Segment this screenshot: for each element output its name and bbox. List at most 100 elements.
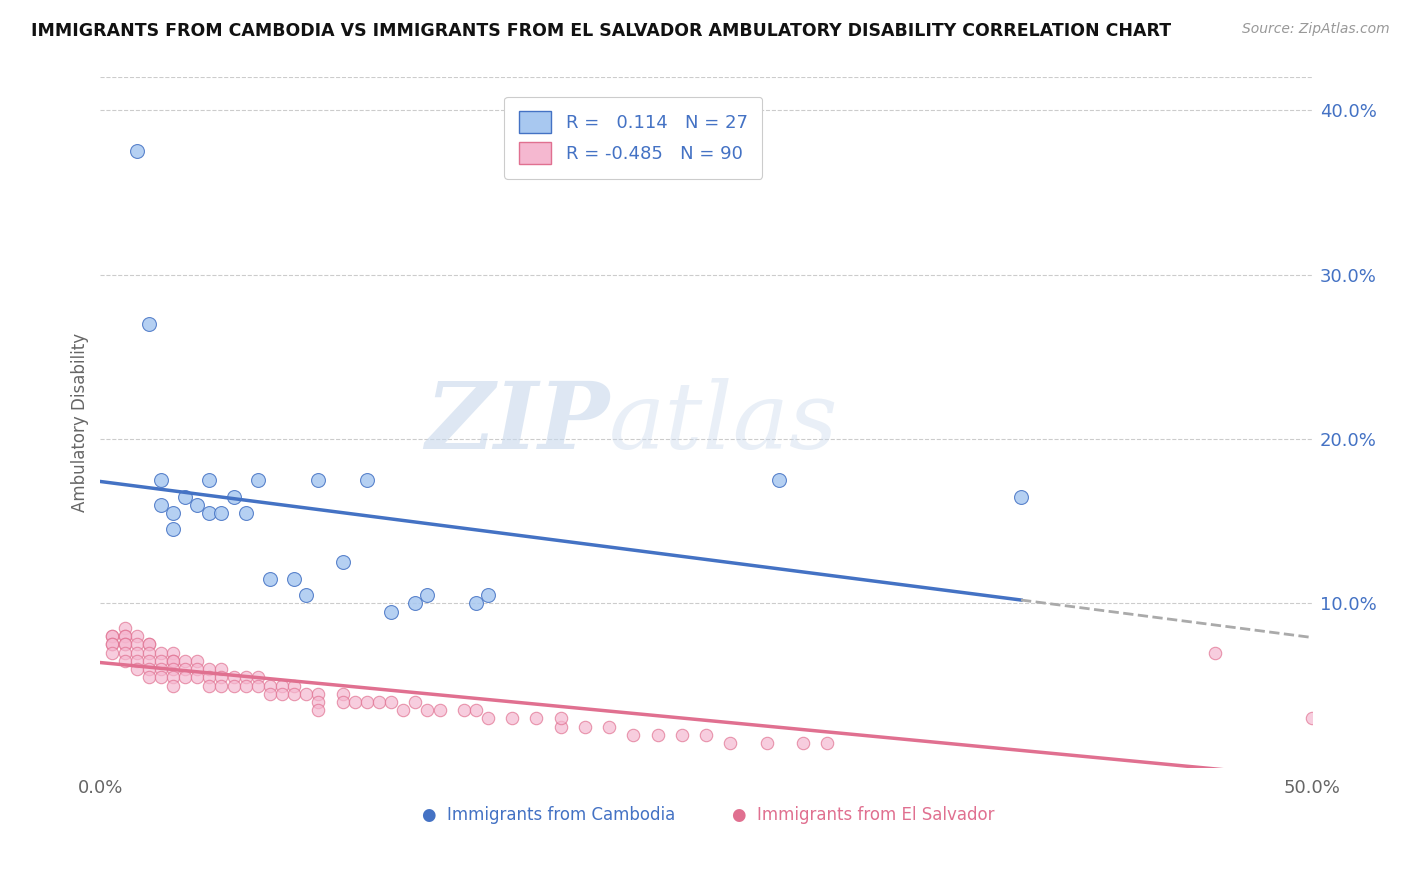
Point bbox=[343, 695, 366, 709]
Point bbox=[211, 662, 233, 676]
Point bbox=[671, 728, 693, 742]
Point bbox=[149, 654, 172, 668]
Point bbox=[464, 703, 486, 717]
Point bbox=[235, 506, 257, 520]
Point bbox=[416, 703, 439, 717]
Point bbox=[792, 736, 814, 750]
Point bbox=[114, 629, 136, 643]
Point bbox=[162, 506, 184, 520]
Point bbox=[114, 621, 136, 635]
Point bbox=[125, 145, 148, 159]
Point bbox=[332, 695, 354, 709]
Point bbox=[162, 679, 184, 693]
Point bbox=[174, 662, 197, 676]
Point bbox=[162, 670, 184, 684]
Point bbox=[101, 629, 124, 643]
Point bbox=[332, 687, 354, 701]
Text: Source: ZipAtlas.com: Source: ZipAtlas.com bbox=[1241, 22, 1389, 37]
Point bbox=[501, 711, 523, 725]
Point bbox=[198, 679, 221, 693]
Point bbox=[283, 572, 305, 586]
Point bbox=[246, 473, 269, 487]
Point bbox=[125, 629, 148, 643]
Point bbox=[101, 629, 124, 643]
Point bbox=[162, 646, 184, 660]
Point bbox=[307, 703, 329, 717]
Point bbox=[198, 506, 221, 520]
Point bbox=[149, 498, 172, 512]
Point bbox=[695, 728, 717, 742]
Point bbox=[526, 711, 548, 725]
Point bbox=[114, 654, 136, 668]
Point bbox=[464, 596, 486, 610]
Point bbox=[222, 679, 245, 693]
Point bbox=[101, 637, 124, 651]
Point bbox=[283, 687, 305, 701]
Point bbox=[574, 720, 596, 734]
Point bbox=[138, 662, 160, 676]
Point bbox=[598, 720, 620, 734]
Point bbox=[138, 654, 160, 668]
Point bbox=[186, 662, 208, 676]
Y-axis label: Ambulatory Disability: Ambulatory Disability bbox=[72, 333, 89, 512]
Point bbox=[307, 473, 329, 487]
Point bbox=[307, 687, 329, 701]
Point bbox=[149, 646, 172, 660]
Point bbox=[404, 695, 426, 709]
Point bbox=[307, 695, 329, 709]
Point bbox=[114, 629, 136, 643]
Point bbox=[332, 555, 354, 569]
Point bbox=[186, 654, 208, 668]
Point bbox=[259, 687, 281, 701]
Point bbox=[186, 670, 208, 684]
Point bbox=[416, 588, 439, 602]
Point bbox=[235, 670, 257, 684]
Point bbox=[380, 695, 402, 709]
Point bbox=[283, 679, 305, 693]
Point bbox=[138, 670, 160, 684]
Point bbox=[246, 679, 269, 693]
Point bbox=[392, 703, 415, 717]
Point bbox=[295, 588, 318, 602]
Point bbox=[174, 670, 197, 684]
Point bbox=[114, 646, 136, 660]
Point bbox=[174, 490, 197, 504]
Point bbox=[125, 646, 148, 660]
Point bbox=[550, 711, 572, 725]
Point bbox=[477, 711, 499, 725]
Point bbox=[550, 720, 572, 734]
Point bbox=[101, 646, 124, 660]
Point bbox=[768, 473, 790, 487]
Point bbox=[271, 687, 294, 701]
Point bbox=[356, 473, 378, 487]
Point bbox=[718, 736, 741, 750]
Point bbox=[211, 679, 233, 693]
Text: IMMIGRANTS FROM CAMBODIA VS IMMIGRANTS FROM EL SALVADOR AMBULATORY DISABILITY CO: IMMIGRANTS FROM CAMBODIA VS IMMIGRANTS F… bbox=[31, 22, 1171, 40]
Point bbox=[114, 637, 136, 651]
Point bbox=[198, 662, 221, 676]
Point bbox=[211, 506, 233, 520]
Point bbox=[186, 498, 208, 512]
Point bbox=[162, 654, 184, 668]
Point bbox=[149, 473, 172, 487]
Point bbox=[138, 637, 160, 651]
Point bbox=[162, 522, 184, 536]
Point bbox=[101, 637, 124, 651]
Point bbox=[174, 654, 197, 668]
Point bbox=[815, 736, 838, 750]
Point bbox=[621, 728, 644, 742]
Point bbox=[114, 637, 136, 651]
Point bbox=[198, 473, 221, 487]
Text: ●  Immigrants from El Salvador: ● Immigrants from El Salvador bbox=[733, 805, 995, 823]
Point bbox=[368, 695, 391, 709]
Point bbox=[149, 662, 172, 676]
Point bbox=[138, 637, 160, 651]
Point bbox=[246, 670, 269, 684]
Point bbox=[429, 703, 451, 717]
Point bbox=[211, 670, 233, 684]
Text: atlas: atlas bbox=[609, 377, 838, 467]
Point bbox=[222, 490, 245, 504]
Point bbox=[647, 728, 669, 742]
Point bbox=[1301, 711, 1323, 725]
Point bbox=[404, 596, 426, 610]
